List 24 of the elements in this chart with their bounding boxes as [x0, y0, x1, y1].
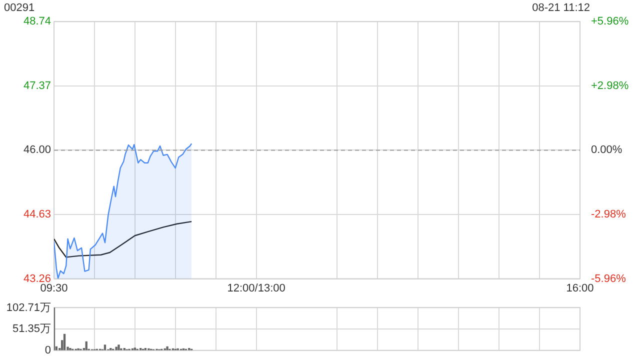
chart-title: 00291 — [4, 2, 35, 14]
x-tick-label: 09:30 — [40, 282, 68, 294]
x-tick-label: 12:00/13:00 — [227, 282, 286, 294]
y-tick-label: 0 — [44, 344, 51, 356]
y-tick-label: 43.26 — [23, 272, 51, 285]
y-tick-label: 46.00 — [23, 144, 51, 156]
chart-subtitle: 08-21 11:12 — [532, 2, 590, 14]
bar — [115, 346, 118, 350]
y-tick-label: 47.37 — [23, 80, 51, 92]
y-tick-label: 48.74 — [23, 16, 51, 28]
bar — [166, 346, 168, 350]
y2-tick-label: +5.96% — [591, 16, 629, 28]
x-tick-label: 16:00 — [566, 282, 594, 294]
y2-tick-label: -2.98% — [591, 208, 626, 221]
y-tick-label: 51.35万 — [12, 323, 51, 336]
bar — [118, 344, 120, 350]
y2-tick-label: +2.98% — [591, 80, 629, 92]
bar — [69, 348, 72, 350]
y2-tick-label: 0.00% — [591, 144, 622, 156]
bar — [63, 334, 66, 350]
y-tick-label: 44.63 — [23, 208, 51, 221]
bar — [104, 344, 106, 350]
y2-tick-label: -5.96% — [591, 272, 626, 285]
y-tick-label: 102.71万 — [6, 302, 51, 314]
